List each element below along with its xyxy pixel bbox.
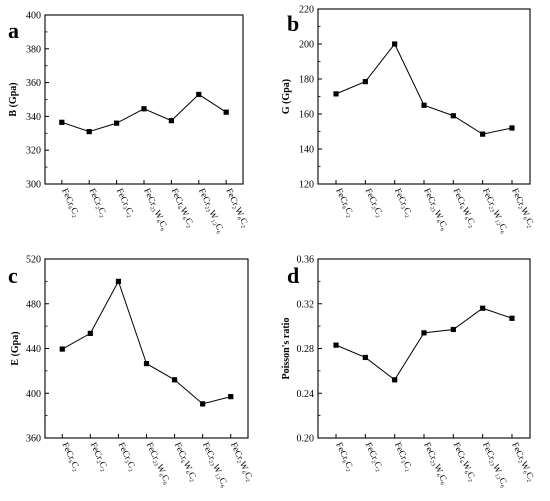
x-category-label: FeCr₆W₆C₂ [170,187,197,229]
x-category-label: FeCr₂₃W₁₂C₆ [197,187,226,235]
x-category-label: FeCr₂C₂ [364,441,386,473]
panel-letter: d [287,263,299,288]
y-tick-label: 160 [299,110,314,121]
data-point [223,109,229,115]
y-tick-label: 340 [26,112,41,123]
data-point [143,361,150,367]
y-tick-label: 400 [26,389,41,400]
panel-a: 300 320 340 360 380 400 B (Gpa) FeCr₆C₂ FeCr₂C₂ F… [8,11,251,235]
y-tick-label: 180 [299,75,314,86]
x-category-label: FeCr₆C₂ [60,187,82,219]
y-tick-label: 520 [26,255,41,266]
data-point [509,315,515,321]
plot-frame [317,8,531,185]
x-category-label: FeCr₃C₂ [393,187,415,219]
y-tick-label: 300 [26,180,41,191]
y-axis-label: E (Gpa) [10,331,21,365]
data-point [333,91,339,97]
panel-b: 120 140 160 180 200 220 G (Gpa) FeCr₆C₂ FeCr₂C₂ F… [281,5,537,235]
y-axis-label: Poisson's ratio [281,318,292,380]
y-axis-label: B (Gpa) [8,82,19,116]
data-point [450,326,456,333]
data-point [86,129,92,135]
y-tick-label: 360 [26,434,41,445]
x-category-label: FeCr₂W₆C₂ [510,441,537,483]
x-category-label: FeCr₆W₆C₂ [452,441,479,483]
x-category-label: FeCr₃C₂ [117,441,139,473]
x-category-label: FeCr₃C₂ [393,441,415,473]
x-category-label: FeCr₂W₆C₂ [229,441,256,483]
y-tick-label: 220 [299,5,314,16]
x-category-label: FeCr₂₃W₆C₆ [145,441,173,486]
data-point [114,120,120,126]
x-category-label: FeCr₂W₆C₂ [224,187,251,229]
data-point [141,106,147,112]
x-category-label: FeCr₂₃W₁₂C₆ [481,441,510,489]
data-point [171,377,178,383]
data-point [228,394,234,400]
series-line [335,43,513,135]
data-point [392,377,398,383]
data-point [421,330,427,336]
data-point [480,305,486,311]
panel-letter: c [8,263,18,288]
data-point [333,342,339,348]
data-point [421,102,427,108]
x-category-label: FeCr₂₃W₁₂C₆ [201,441,230,489]
x-category-label: FeCr₃C₂ [115,187,137,219]
data-point [59,119,65,125]
data-point [87,330,93,336]
y-tick-label: 0.24 [297,389,315,400]
y-tick-label: 0.36 [297,255,315,266]
y-tick-label: 0.20 [297,434,315,445]
y-tick-label: 0.32 [297,299,315,310]
x-category-label: FeCr₂₃W₆C₆ [422,187,450,232]
data-point [200,401,206,407]
y-tick-label: 120 [299,180,314,191]
plot-frame [44,258,249,439]
x-category-label: FeCr₂₃W₁₂C₆ [481,187,510,235]
data-point [392,41,398,47]
y-tick-label: 0.28 [297,344,315,355]
panel-letter: b [287,11,299,36]
x-category-label: FeCr₂W₆C₂ [510,187,537,229]
data-point [509,125,515,131]
x-category-label: FeCr₂₃W₆C₆ [422,441,450,486]
data-point [362,79,368,85]
y-tick-label: 320 [26,146,41,157]
data-point [450,113,456,119]
y-tick-label: 480 [26,299,41,310]
data-point [115,278,122,284]
x-category-label: FeCr₆W₆C₂ [173,441,200,483]
data-point [59,346,65,352]
y-axis-label: G (Gpa) [281,79,292,114]
data-point [168,118,174,124]
panel-c: 360 400 440 480 520 E (Gpa) FeCr₆C₂ FeCr₂C₂ FeCr… [8,255,256,489]
x-category-label: FeCr₂C₂ [89,441,111,473]
series-line [61,93,227,133]
panel-letter: a [8,18,19,43]
y-tick-label: 440 [26,344,41,355]
x-category-label: FeCr₂C₂ [364,187,386,219]
y-tick-label: 200 [299,40,314,51]
data-point [196,91,202,98]
panel-d: 0.20 0.24 0.28 0.32 0.36 Poisson's ratio FeCr₆… [281,255,537,489]
data-point [480,131,486,137]
y-tick-label: 360 [26,78,41,89]
x-category-label: FeCr₂₃W₆C₆ [142,187,170,232]
y-tick-label: 380 [26,44,41,55]
y-tick-label: 400 [26,11,41,22]
x-category-label: FeCr₆C₂ [334,441,356,473]
plot-frame [44,14,244,185]
x-category-label: FeCr₂C₂ [87,187,109,219]
plot-frame [317,258,531,439]
x-category-label: FeCr₆C₂ [334,187,356,219]
y-tick-label: 140 [299,145,314,156]
data-point [362,354,368,361]
series-line [335,307,513,381]
x-category-label: FeCr₆W₆C₂ [452,187,479,229]
x-category-label: FeCr₆C₂ [60,441,82,473]
series-line [62,280,231,405]
